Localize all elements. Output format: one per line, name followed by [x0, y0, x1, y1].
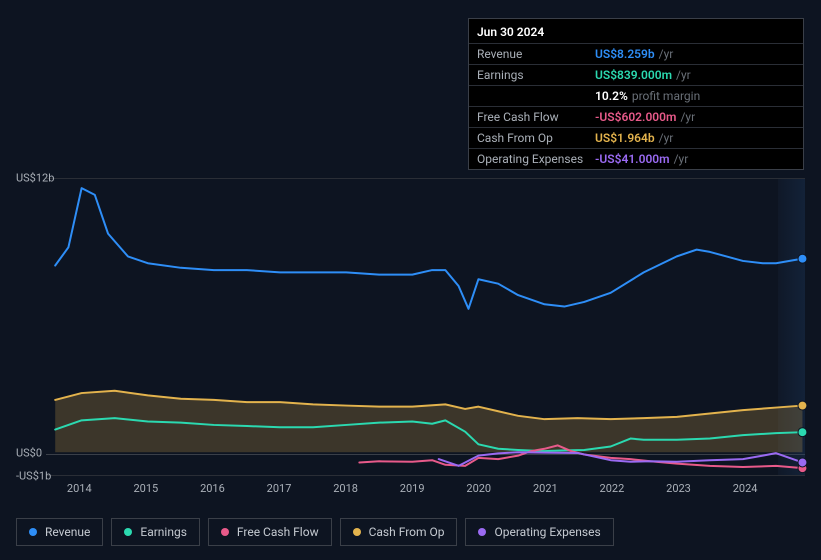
tooltip-row-value: -US$602.000m: [595, 110, 676, 124]
legend-item[interactable]: Free Cash Flow: [208, 518, 332, 546]
tooltip-row-suffix: profit margin: [632, 89, 700, 103]
legend-item-label: Cash From Op: [369, 525, 445, 539]
tooltip-row-suffix: /yr: [680, 110, 695, 124]
tooltip-row-value: US$8.259b: [595, 47, 655, 61]
series-end-marker: [798, 458, 807, 467]
x-axis-label: 2018: [333, 482, 358, 495]
tooltip-row: Free Cash Flow-US$602.000m/yr: [469, 106, 803, 127]
legend-item[interactable]: Earnings: [111, 518, 200, 546]
legend-dot-icon: [29, 528, 37, 536]
legend-item[interactable]: Operating Expenses: [465, 518, 613, 546]
x-axis-label: 2017: [267, 482, 292, 495]
tooltip-row-label: Cash From Op: [477, 131, 595, 145]
legend-item-label: Free Cash Flow: [237, 525, 319, 539]
tooltip-row-label: Free Cash Flow: [477, 110, 595, 124]
chart-lines: [46, 179, 805, 475]
legend-item-label: Earnings: [140, 525, 187, 539]
legend-dot-icon: [353, 528, 361, 536]
legend-dot-icon: [221, 528, 229, 536]
legend-item-label: Revenue: [45, 525, 90, 539]
y-axis-label: US$0: [16, 447, 56, 460]
series-end-marker: [798, 254, 807, 263]
x-axis-label: 2024: [733, 482, 758, 495]
series-end-marker: [798, 401, 807, 410]
x-axis-label: 2014: [67, 482, 92, 495]
tooltip-row-value: 10.2%: [595, 89, 628, 103]
legend-item-label: Operating Expenses: [494, 525, 600, 539]
legend-dot-icon: [478, 528, 486, 536]
series-end-marker: [798, 428, 807, 437]
tooltip-row-value: US$1.964b: [595, 131, 655, 145]
tooltip-row-label: Revenue: [477, 47, 595, 61]
tooltip-row: EarningsUS$839.000m/yr: [469, 64, 803, 85]
legend-item[interactable]: Cash From Op: [340, 518, 458, 546]
financials-line-chart: US$12bUS$0-US$1b: [16, 158, 805, 478]
series-line: [55, 188, 802, 309]
x-axis-label: 2021: [533, 482, 558, 495]
x-axis-label: 2023: [666, 482, 691, 495]
tooltip-row: Cash From OpUS$1.964b/yr: [469, 127, 803, 148]
x-axis: 2014 2015 2016 2017 2018 2019 2020 2021 2022 2023…: [46, 482, 805, 502]
tooltip-row-value: US$839.000m: [595, 68, 672, 82]
tooltip-row-label: [477, 89, 595, 103]
y-axis-label: -US$1b: [16, 470, 56, 483]
tooltip-row-suffix: /yr: [659, 47, 674, 61]
x-axis-label: 2015: [133, 482, 158, 495]
tooltip-row: 10.2% profit margin: [469, 85, 803, 106]
legend-dot-icon: [124, 528, 132, 536]
tooltip-row: RevenueUS$8.259b/yr: [469, 43, 803, 64]
x-axis-label: 2016: [200, 482, 225, 495]
x-axis-label: 2019: [400, 482, 425, 495]
tooltip-row-suffix: /yr: [676, 68, 691, 82]
x-axis-label: 2022: [600, 482, 625, 495]
tooltip-row-label: Earnings: [477, 68, 595, 82]
y-axis-label: US$12b: [16, 172, 56, 185]
chart-tooltip: Jun 30 2024 RevenueUS$8.259b/yrEarningsU…: [468, 18, 804, 170]
tooltip-row-suffix: /yr: [659, 131, 674, 145]
x-axis-label: 2020: [466, 482, 491, 495]
tooltip-date: Jun 30 2024: [469, 19, 803, 43]
legend-item[interactable]: Revenue: [16, 518, 103, 546]
chart-legend: Revenue Earnings Free Cash Flow Cash From O…: [16, 518, 614, 546]
